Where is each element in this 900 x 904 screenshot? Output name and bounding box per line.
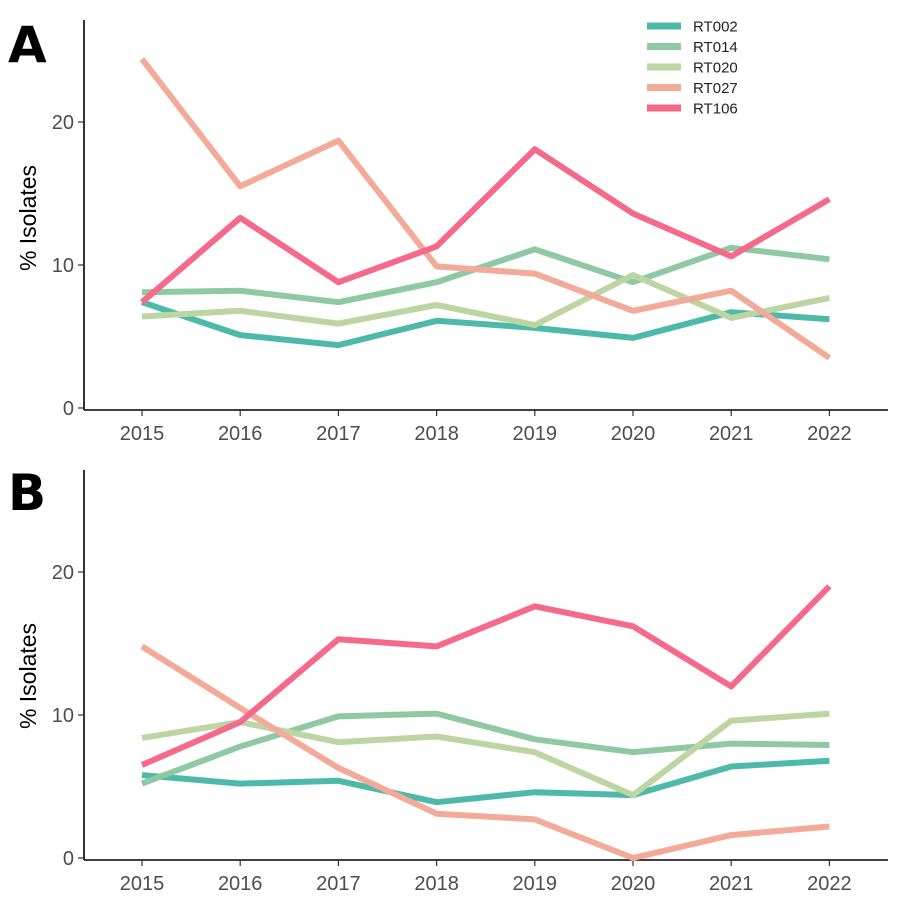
panel-b-y-tick-label: 10 xyxy=(52,705,74,727)
panel-a-x-tick-label: 2021 xyxy=(709,423,754,445)
panel-a-series-rt027 xyxy=(139,57,832,361)
legend-label-rt027: RT027 xyxy=(693,80,738,97)
panel-a-y-tick-label: 0 xyxy=(63,398,74,420)
panel-a-y-axis-title: % Isolates xyxy=(15,165,41,271)
panel-a-x-tick-label: 2017 xyxy=(316,423,361,445)
panel-a-x-tick-label: 2019 xyxy=(513,423,558,445)
panel-b-y-tick-label: 20 xyxy=(52,562,74,584)
panel-b-x-tick-label: 2019 xyxy=(513,873,558,895)
legend-swatch-rt020 xyxy=(647,63,681,71)
panel-b-series-rt014 xyxy=(140,710,830,787)
panel-b: B 0 10 20 2015 2016 2017 2018 2019 2020 2021 2022 % … xyxy=(8,464,888,895)
panel-b-x-tick-label: 2018 xyxy=(414,873,459,895)
panel-a-series-rt020 xyxy=(141,272,830,329)
panel-b-x-tick-label: 2022 xyxy=(807,873,852,895)
panel-a-label: A xyxy=(8,16,47,74)
legend-label-rt020: RT020 xyxy=(693,60,738,77)
panel-b-x-tick-label: 2021 xyxy=(709,873,754,895)
panel-b-series-rt020 xyxy=(141,710,830,799)
legend-swatch-rt002 xyxy=(647,22,681,30)
panel-b-y-axis-title: % Isolates xyxy=(15,623,41,729)
panel-a-x-tick-label: 2020 xyxy=(611,423,656,445)
panel-a-x-tick-label: 2015 xyxy=(120,423,165,445)
legend: RT002 RT014 RT020 RT027 RT106 xyxy=(647,19,738,118)
legend-swatch-rt014 xyxy=(647,43,681,50)
legend-swatch-rt027 xyxy=(647,84,681,91)
legend-label-rt014: RT014 xyxy=(693,39,738,56)
panel-a-y-tick-label: 10 xyxy=(52,255,74,277)
panel-a-y-tick-label: 20 xyxy=(52,112,74,134)
panel-b-series-rt106 xyxy=(140,584,832,768)
panel-b-series-rt027 xyxy=(140,643,830,861)
legend-label-rt002: RT002 xyxy=(693,19,738,36)
panel-a: A 0 10 20 2015 2016 2017 2018 2019 2020 2021 2022 % … xyxy=(8,16,888,445)
panel-a-x-tick-label: 2018 xyxy=(414,423,459,445)
panel-b-y-tick-label: 0 xyxy=(63,848,74,870)
panel-a-series-rt002 xyxy=(141,299,830,349)
panel-a-series-rt106 xyxy=(140,146,831,305)
panel-a-x-tick-label: 2016 xyxy=(218,423,263,445)
panel-b-label: B xyxy=(8,464,46,522)
panel-a-series-rt014 xyxy=(141,244,830,306)
panel-b-x-tick-label: 2015 xyxy=(120,873,165,895)
panel-b-series-rt002 xyxy=(141,757,830,806)
legend-swatch-rt106 xyxy=(647,104,681,112)
legend-label-rt106: RT106 xyxy=(693,101,738,118)
panel-b-x-tick-label: 2020 xyxy=(611,873,656,895)
panel-b-x-tick-label: 2016 xyxy=(218,873,263,895)
panel-a-x-tick-label: 2022 xyxy=(807,423,852,445)
panel-b-x-tick-label: 2017 xyxy=(316,873,361,895)
